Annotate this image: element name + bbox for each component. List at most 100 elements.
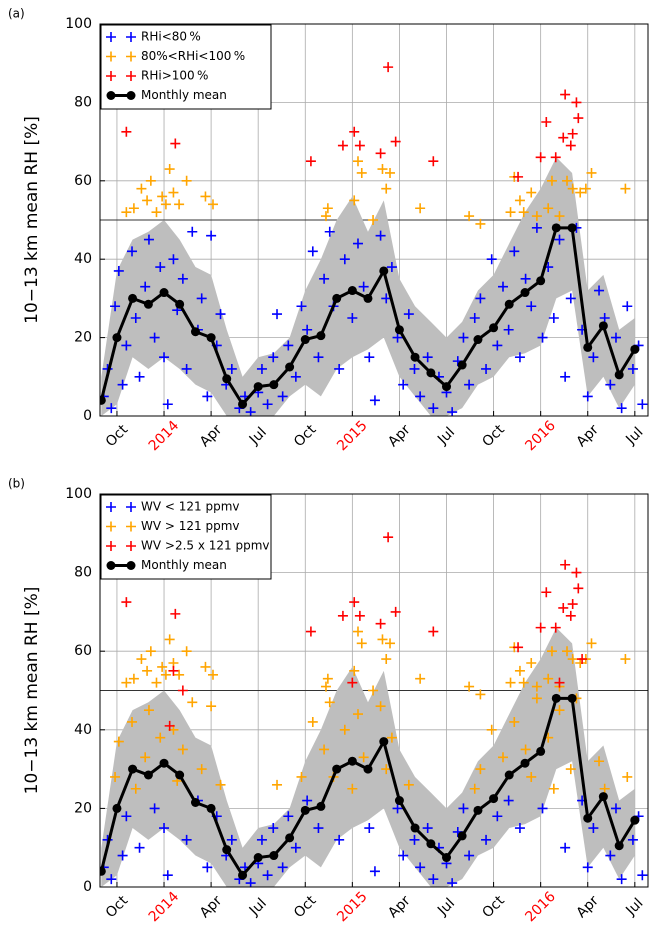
mean-point <box>112 333 122 343</box>
mean-point <box>238 399 248 409</box>
scatter-point <box>464 211 475 222</box>
mean-point <box>379 737 389 747</box>
plot-area <box>100 62 648 416</box>
scatter-point <box>605 379 616 390</box>
scatter-point <box>381 654 392 665</box>
scatter-point <box>481 363 492 374</box>
scatter-point <box>262 870 273 881</box>
scatter-point <box>622 301 633 312</box>
scatter-point <box>458 803 469 814</box>
scatter-point <box>383 532 394 543</box>
mean-point <box>520 288 530 298</box>
scatter-point <box>151 207 162 218</box>
scatter-point <box>543 673 554 684</box>
legend-label: Monthly mean <box>141 558 227 572</box>
mean-point <box>473 805 483 815</box>
y-tick-label: 60 <box>74 173 92 189</box>
scatter-point <box>497 281 508 292</box>
scatter-point <box>307 246 318 257</box>
x-tick-label: Apr <box>574 893 603 922</box>
scatter-point <box>486 254 497 265</box>
legend-marker <box>106 51 116 62</box>
scatter-point <box>322 673 333 684</box>
scatter-point <box>347 313 358 323</box>
legend-label: WV > 121 ppmv <box>141 519 240 533</box>
panel-label: (b) <box>8 477 25 491</box>
mean-point <box>269 851 279 861</box>
mean-point <box>457 360 467 370</box>
scatter-point <box>157 661 168 672</box>
mean-point <box>222 845 232 855</box>
scatter-point <box>620 183 631 194</box>
scatter-point <box>505 207 516 218</box>
scatter-point <box>369 395 380 406</box>
mean-point <box>175 770 185 780</box>
scatter-point <box>475 293 486 304</box>
scatter-point <box>526 187 537 198</box>
scatter-point <box>390 136 401 147</box>
mean-point <box>100 866 106 876</box>
scatter-point <box>272 309 283 320</box>
x-tick-label: 2014 <box>146 889 183 926</box>
mean-point <box>100 395 106 405</box>
scatter-point <box>610 803 621 814</box>
mean-point <box>238 870 248 880</box>
scatter-point <box>469 313 480 323</box>
scatter-point <box>469 783 480 794</box>
scatter-point <box>130 783 141 794</box>
scatter-point <box>610 332 621 343</box>
legend-marker <box>106 71 116 81</box>
scatter-point <box>272 779 283 790</box>
legend-label: Monthly mean <box>141 88 227 102</box>
scatter-point <box>599 783 610 794</box>
panel: (b) 10−13 km mean RH [%] 0 20 40 60 80 100 Oct 20… <box>8 477 649 926</box>
scatter-point <box>324 697 335 708</box>
scatter-point <box>497 752 508 763</box>
mean-point <box>551 693 561 703</box>
mean-point <box>536 276 546 286</box>
y-tick-label: 20 <box>74 800 92 816</box>
scatter-point <box>358 752 369 763</box>
scatter-point <box>337 610 348 621</box>
scatter-point <box>121 677 132 688</box>
mean-point <box>363 293 373 303</box>
scatter-point <box>149 803 160 814</box>
scatter-point <box>149 332 160 343</box>
legend-marker <box>126 91 136 100</box>
scatter-point <box>349 665 360 676</box>
scatter-point <box>541 587 552 598</box>
plot-frame <box>99 493 649 888</box>
scatter-point <box>200 191 211 202</box>
scatter-point <box>368 685 379 696</box>
scatter-point <box>155 732 166 743</box>
scatter-point <box>622 771 633 782</box>
scatter-point <box>616 403 627 414</box>
scatter-point <box>106 874 117 885</box>
scatter-point <box>586 638 597 649</box>
mean-point <box>473 335 483 345</box>
scatter-point <box>352 709 363 720</box>
scatter-point <box>142 665 153 676</box>
mean-point <box>143 770 153 780</box>
mean-point <box>551 223 561 233</box>
y-tick-label: 100 <box>65 16 92 32</box>
x-tick-label: Jul <box>434 424 458 448</box>
x-tick-label: Jul <box>622 424 646 448</box>
scatter-point <box>550 152 561 163</box>
scatter-point <box>375 618 386 629</box>
scatter-point <box>567 599 578 610</box>
x-tick-label: Jul <box>622 895 646 919</box>
scatter-point <box>386 732 397 743</box>
scatter-point <box>352 626 363 637</box>
legend-label: 80%<RHi<100 % <box>141 49 245 63</box>
mean-point <box>128 293 138 303</box>
mean-point <box>316 331 326 341</box>
scatter-point <box>160 199 171 210</box>
scatter-point <box>168 187 179 198</box>
mean-point <box>598 792 608 802</box>
scatter-point <box>409 834 420 845</box>
scatter-point <box>320 681 331 692</box>
x-tick-label: Apr <box>197 893 226 922</box>
scatter-point <box>385 638 396 649</box>
mean-point <box>143 299 153 309</box>
